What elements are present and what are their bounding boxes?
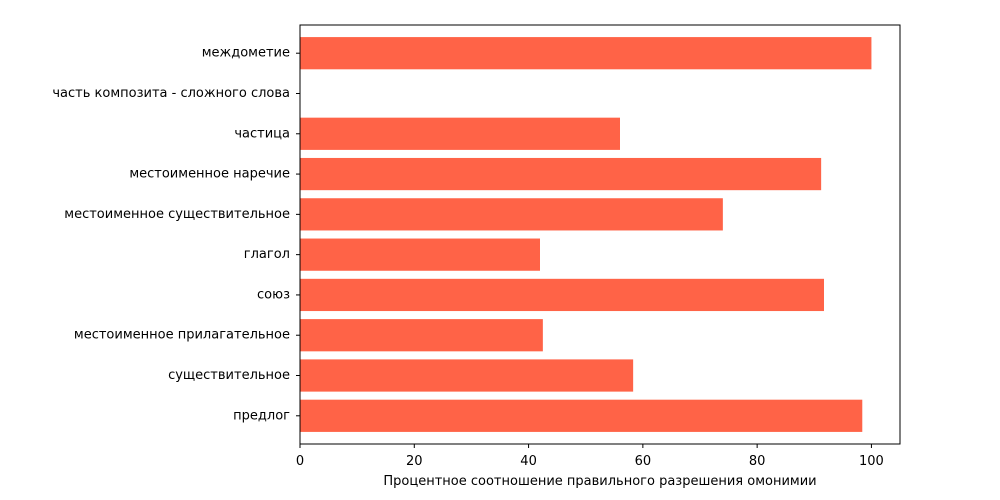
bar bbox=[300, 359, 634, 392]
x-tick-label: 100 bbox=[859, 454, 884, 469]
bar bbox=[300, 157, 822, 191]
bar bbox=[300, 319, 543, 352]
category-label: междометие bbox=[202, 46, 290, 61]
category-label: существительное bbox=[168, 368, 290, 383]
x-ticks: 0 20 40 60 80 100 bbox=[296, 444, 884, 469]
category-label: местоименное прилагательное bbox=[74, 328, 290, 343]
category-label: часть композита - сложного слова bbox=[52, 86, 290, 101]
category-label: местоименное существительное bbox=[64, 207, 290, 222]
bar bbox=[300, 399, 863, 432]
category-label: союз bbox=[257, 287, 290, 302]
category-label: частица bbox=[234, 126, 290, 141]
bar bbox=[300, 278, 824, 312]
x-tick-label: 80 bbox=[749, 454, 766, 469]
plot-frame bbox=[299, 24, 901, 445]
category-labels: предлог существительное местоименное прила… bbox=[52, 46, 300, 423]
x-axis-title: Процентное соотношение правильного разре… bbox=[383, 474, 816, 489]
x-tick-label: 40 bbox=[520, 454, 537, 469]
bar bbox=[300, 37, 872, 70]
bar bbox=[300, 198, 723, 231]
category-label: местоименное наречие bbox=[129, 167, 290, 182]
category-label: предлог bbox=[233, 408, 290, 423]
bars-group bbox=[300, 37, 872, 432]
x-tick-label: 60 bbox=[635, 454, 652, 469]
x-tick-label: 0 bbox=[296, 454, 304, 469]
x-tick-label: 20 bbox=[406, 454, 423, 469]
bar bbox=[300, 238, 540, 271]
category-label: глагол bbox=[244, 247, 290, 262]
bar bbox=[300, 117, 620, 150]
